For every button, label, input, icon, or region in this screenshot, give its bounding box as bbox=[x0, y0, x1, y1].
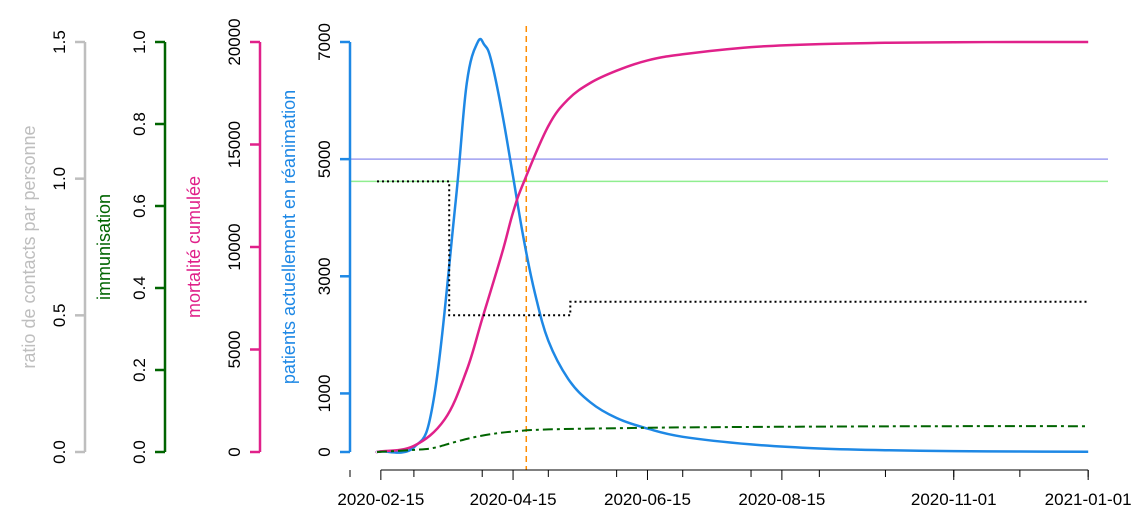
y-axis-title: patients actuellement en réanimation bbox=[279, 90, 299, 384]
y-tick-label: 0.5 bbox=[50, 304, 69, 328]
y-tick-label: 15000 bbox=[225, 121, 244, 168]
y-tick-label: 0.8 bbox=[130, 112, 149, 136]
y-axis-2: 0 5000 10000 15000 20000 mortalité cumulée bbox=[184, 18, 262, 457]
y-tick-label: 0 bbox=[315, 447, 334, 456]
y-axis-title: ratio de contacts par personne bbox=[19, 125, 39, 368]
y-axis-title: mortalité cumulée bbox=[184, 176, 204, 318]
y-axis-1: 0.0 0.2 0.4 0.6 0.8 1.0 immunisation bbox=[94, 30, 167, 464]
y-axes: 0.0 0.5 1.0 1.5 ratio de contacts par person… bbox=[19, 18, 352, 464]
series-line-2 bbox=[376, 425, 1089, 453]
y-tick-label: 5000 bbox=[315, 140, 334, 178]
y-axis-3: 0 1000 3000 5000 7000 patients actuellement e… bbox=[279, 23, 352, 457]
y-tick-label: 3000 bbox=[315, 257, 334, 295]
y-axis-0: 0.0 0.5 1.0 1.5 ratio de contacts par person… bbox=[19, 30, 87, 464]
y-tick-label: 0.4 bbox=[130, 276, 149, 300]
series-line-0 bbox=[375, 37, 1089, 454]
y-tick-label: 7000 bbox=[315, 23, 334, 61]
y-tick-label: 10000 bbox=[225, 223, 244, 270]
y-tick-label: 0 bbox=[225, 447, 244, 456]
series-lines bbox=[375, 37, 1089, 454]
x-tick-label: 2020-11-01 bbox=[911, 490, 997, 509]
x-tick-label: 2020-08-15 bbox=[738, 490, 825, 509]
y-tick-label: 5000 bbox=[225, 331, 244, 369]
y-tick-label: 0.6 bbox=[130, 194, 149, 218]
y-tick-label: 0.0 bbox=[50, 440, 69, 464]
y-tick-label: 20000 bbox=[225, 18, 244, 65]
series-line-1 bbox=[375, 40, 1089, 454]
y-tick-label: 0.2 bbox=[130, 358, 149, 382]
x-axis: 2020-02-15 2020-04-15 2020-06-15 2020-08-15… bbox=[337, 469, 1132, 509]
reference-lines bbox=[350, 26, 1108, 470]
y-tick-label: 1.5 bbox=[50, 30, 69, 54]
x-tick-label: 2020-06-15 bbox=[604, 490, 691, 509]
y-tick-label: 1.0 bbox=[50, 167, 69, 191]
x-tick-label: 2020-04-15 bbox=[470, 490, 557, 509]
y-tick-label: 0.0 bbox=[130, 440, 149, 464]
y-tick-label: 1000 bbox=[315, 375, 334, 413]
x-tick-label: 2020-02-15 bbox=[337, 490, 424, 509]
y-tick-label: 1.0 bbox=[130, 30, 149, 54]
x-tick-label: 2021-01-01 bbox=[1045, 490, 1132, 509]
series-line-3 bbox=[377, 180, 1089, 317]
y-axis-title: immunisation bbox=[94, 194, 114, 300]
